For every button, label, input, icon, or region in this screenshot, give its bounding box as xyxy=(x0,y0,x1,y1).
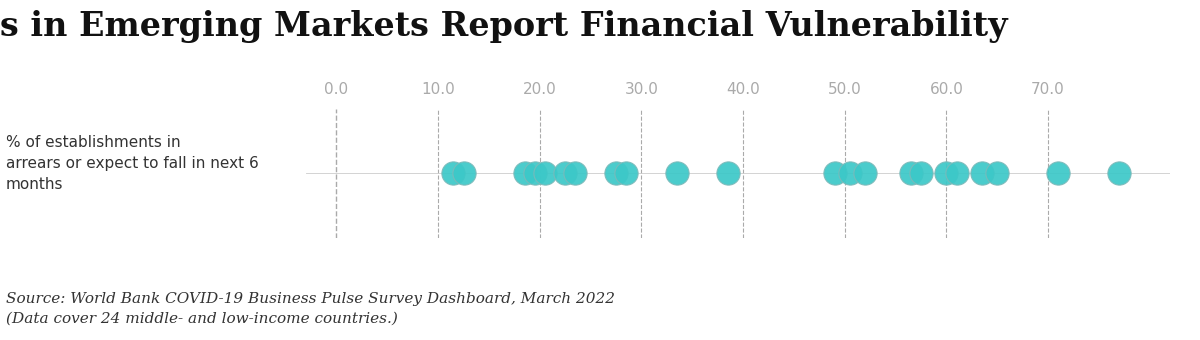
Point xyxy=(947,171,966,176)
Point xyxy=(988,171,1007,176)
Point xyxy=(454,171,473,176)
Point xyxy=(840,171,859,176)
Point xyxy=(901,171,920,176)
Text: s in Emerging Markets Report Financial Vulnerability: s in Emerging Markets Report Financial V… xyxy=(0,10,1008,43)
Point xyxy=(719,171,738,176)
Point xyxy=(617,171,636,176)
Point xyxy=(606,171,625,176)
Point xyxy=(667,171,686,176)
Point xyxy=(515,171,534,176)
Text: Source: World Bank COVID-19 Business Pulse Survey Dashboard, March 2022
(Data co: Source: World Bank COVID-19 Business Pul… xyxy=(6,292,616,326)
Point xyxy=(856,171,875,176)
Point xyxy=(1049,171,1068,176)
Point xyxy=(937,171,956,176)
Point xyxy=(972,171,991,176)
Text: % of establishments in
arrears or expect to fall in next 6
months: % of establishments in arrears or expect… xyxy=(6,135,259,192)
Point xyxy=(824,171,844,176)
Point xyxy=(535,171,554,176)
Point xyxy=(444,171,463,176)
Point xyxy=(526,171,545,176)
Point xyxy=(911,171,930,176)
Point xyxy=(565,171,584,176)
Point xyxy=(556,171,575,176)
Point xyxy=(1110,171,1129,176)
